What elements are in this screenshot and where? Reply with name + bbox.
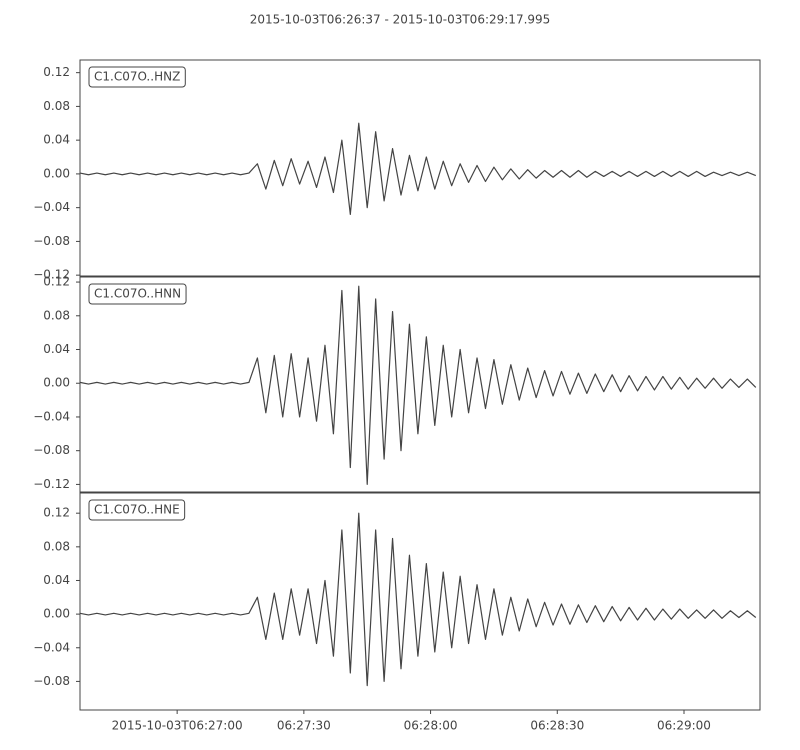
y-tick-label: 0.12 [43, 275, 70, 289]
y-tick-label: 0.00 [43, 607, 70, 621]
trace-label: C1.C07O..HNE [94, 503, 180, 517]
y-tick-label: −0.04 [33, 640, 70, 654]
panel-frame [79, 59, 761, 277]
y-tick-label: −0.04 [33, 409, 70, 423]
trace-label: C1.C07O..HNZ [94, 70, 180, 84]
y-tick-label: −0.08 [33, 443, 70, 457]
panel-frame [79, 276, 761, 493]
y-tick-label: 0.00 [43, 166, 70, 180]
x-tick-label: 2015-10-03T06:27:00 [112, 719, 243, 733]
y-tick-label: 0.00 [43, 376, 70, 390]
trace-label-box [88, 66, 186, 88]
trace-label-box [88, 499, 186, 521]
y-tick-label: 0.08 [43, 539, 70, 553]
y-tick-label: 0.12 [43, 506, 70, 520]
y-tick-label: 0.08 [43, 308, 70, 322]
waveform [79, 512, 757, 687]
x-tick-label: 06:27:30 [277, 719, 331, 733]
x-tick-label: 06:29:00 [657, 719, 711, 733]
y-tick-label: −0.12 [33, 477, 70, 491]
chart-title: 2015-10-03T06:26:37 - 2015-10-03T06:29:1… [250, 13, 551, 27]
waveform [79, 122, 757, 216]
panel-frame [79, 492, 761, 711]
y-tick-label: −0.04 [33, 200, 70, 214]
y-tick-label: 0.08 [43, 99, 70, 113]
trace-label: C1.C07O..HNN [94, 287, 181, 301]
y-tick-label: 0.12 [43, 65, 70, 79]
y-tick-label: −0.12 [33, 268, 70, 282]
x-tick-label: 06:28:00 [404, 719, 458, 733]
y-tick-label: 0.04 [43, 342, 70, 356]
y-tick-label: 0.04 [43, 573, 70, 587]
x-tick-label: 06:28:30 [530, 719, 584, 733]
y-tick-label: 0.04 [43, 133, 70, 147]
y-tick-label: −0.08 [33, 234, 70, 248]
y-tick-label: −0.08 [33, 674, 70, 688]
trace-label-box [88, 283, 187, 305]
waveform [79, 285, 757, 486]
